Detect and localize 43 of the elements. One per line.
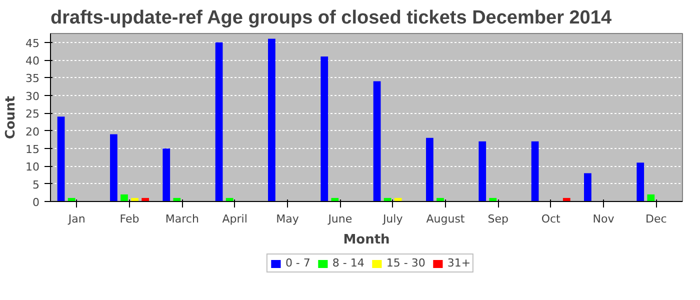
x-tick-label: Sep: [488, 212, 509, 226]
y-tick-label: 0: [32, 196, 40, 209]
y-tick-label: 5: [32, 178, 40, 192]
bar: [531, 141, 539, 202]
bar: [57, 116, 65, 202]
y-tick-label: 35: [26, 72, 40, 86]
x-tick-label: Dec: [646, 212, 667, 226]
bar: [584, 173, 592, 202]
x-tick-label: March: [165, 212, 199, 226]
bar: [647, 194, 655, 202]
legend-label: 15 - 30: [386, 256, 426, 270]
x-tick-label: May: [276, 212, 300, 226]
y-axis-title: Count: [4, 96, 19, 140]
legend-label: 31+: [447, 256, 471, 270]
x-tick-label: July: [382, 212, 404, 226]
x-tick-label: Feb: [120, 212, 140, 226]
x-tick-label: Jan: [67, 212, 86, 226]
legend-label: 0 - 7: [285, 256, 310, 270]
bar: [478, 141, 486, 202]
bar: [320, 56, 328, 202]
x-axis-title: Month: [343, 232, 390, 248]
x-tick-label: August: [426, 212, 466, 226]
bar: [426, 138, 434, 202]
y-tick-label: 15: [26, 142, 40, 156]
y-tick-label: 40: [26, 54, 40, 68]
x-tick-label: Oct: [541, 212, 562, 226]
x-tick-label: April: [222, 212, 248, 226]
bar: [110, 134, 118, 202]
x-tick-label: June: [327, 212, 352, 226]
bar: [162, 148, 170, 202]
bar: [268, 38, 276, 202]
y-tick-label: 25: [26, 108, 40, 121]
bar: [373, 81, 381, 202]
y-tick-label: 45: [26, 36, 40, 50]
bar: [636, 162, 644, 202]
x-tick-label: Nov: [592, 212, 615, 226]
y-tick-label: 30: [26, 90, 40, 103]
y-tick-label: 10: [26, 160, 40, 174]
chart-title: drafts-update-ref Age groups of closed tickets December 2014: [50, 8, 612, 28]
y-tick-label: 20: [26, 125, 40, 138]
bar: [215, 42, 223, 202]
bar: [120, 194, 128, 202]
legend-label: 8 - 14: [332, 256, 364, 270]
